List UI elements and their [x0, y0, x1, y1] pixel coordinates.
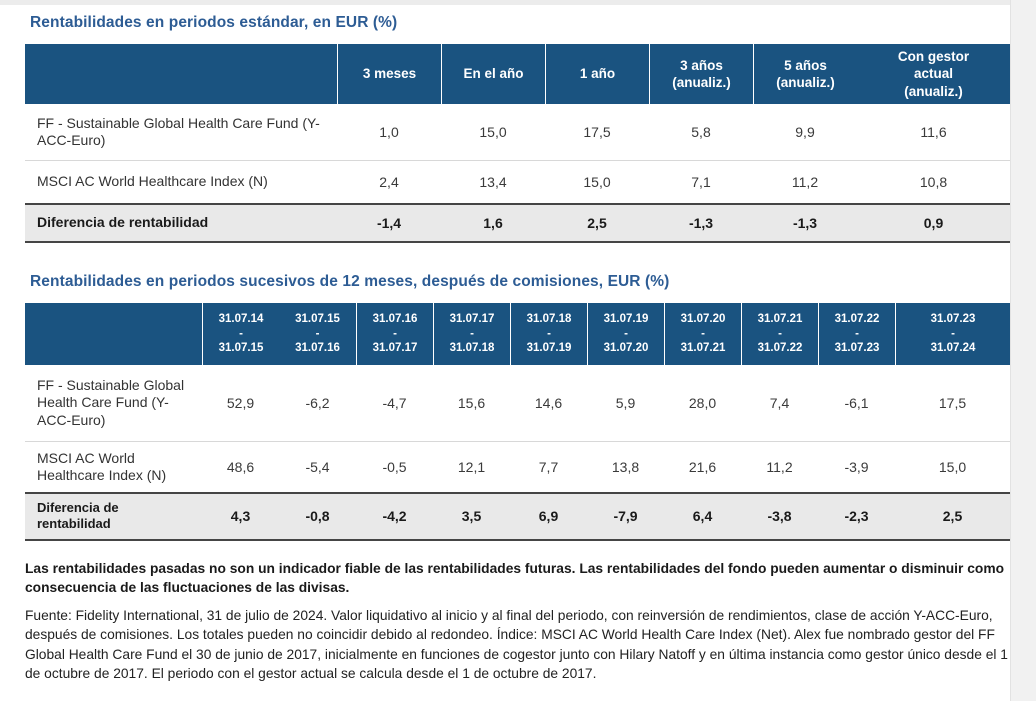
table-cell: 28,0: [688, 395, 717, 411]
table-cell: 12,1: [457, 459, 486, 475]
column-header-period-6: 31.07.19 - 31.07.20: [587, 303, 664, 365]
top-edge-strip: [0, 0, 1036, 5]
row-label-fund: FF - Sustainable Global Health Care Fund…: [37, 114, 320, 149]
table-cell: 1,0: [379, 124, 399, 140]
table-cell: 11,6: [920, 124, 947, 140]
table-cell: 5,9: [615, 395, 636, 411]
column-header-period-9: 31.07.22 - 31.07.23: [818, 303, 895, 365]
column-header-5-anos: 5 años (anualiz.): [753, 44, 857, 104]
past-performance-warning: Las rentabilidades pasadas no son un ind…: [25, 560, 1005, 595]
table-cell: 0,9: [923, 215, 944, 231]
column-header-period-4: 31.07.17 - 31.07.18: [433, 303, 510, 365]
column-header-con-gestor: Con gestor actual (anualiz.): [897, 49, 970, 99]
table-cell: -4,2: [382, 508, 407, 525]
table-cell: 4,3: [230, 508, 251, 525]
table-cell: -1,3: [792, 215, 818, 231]
standard-periods-section: Rentabilidades en periodos estándar, en …: [25, 14, 1010, 243]
table-cell: 7,7: [538, 459, 559, 475]
standard-periods-table: 3 meses En el año 1 año 3 años (anualiz.…: [25, 44, 1010, 243]
table1-header-row: 3 meses En el año 1 año 3 años (anualiz.…: [25, 44, 1010, 104]
table-cell: 15,6: [457, 395, 486, 411]
row-divider: [25, 160, 1010, 161]
table2-title: Rentabilidades en periodos sucesivos de …: [30, 273, 670, 290]
table-cell: -6,1: [844, 395, 869, 411]
column-header-period-8: 31.07.21 - 31.07.22: [741, 303, 818, 365]
table-cell: -7,9: [613, 508, 638, 525]
source-note: Fuente: Fidelity International, 31 de ju…: [25, 608, 1008, 682]
column-header-period-7: 31.07.20 - 31.07.21: [664, 303, 741, 365]
column-header-en-el-ano: En el año: [441, 44, 545, 104]
right-margin-strip: [1010, 0, 1036, 701]
table-cell: 7,1: [691, 174, 711, 190]
table-cell: -6,2: [305, 395, 330, 411]
table-cell: -2,3: [844, 508, 869, 525]
table-cell: 48,6: [226, 459, 255, 475]
table-cell: -3,9: [844, 459, 869, 475]
column-header-3-meses: 3 meses: [337, 44, 441, 104]
table-cell: 11,2: [766, 459, 793, 475]
table-row-difference: Diferencia de rentabilidad 4,3 -0,8 -4,2…: [25, 492, 1010, 541]
table-cell: 11,2: [791, 174, 819, 190]
table-row-fund: FF - Sustainable Global Health Care Fund…: [25, 104, 1010, 160]
table-cell: 3,5: [461, 508, 482, 525]
column-header-period-3: 31.07.16 - 31.07.17: [356, 303, 433, 365]
table-cell: 7,4: [769, 395, 790, 411]
table-cell: 2,5: [587, 215, 607, 231]
table-cell: -0,8: [305, 508, 330, 525]
table-cell: 9,9: [795, 124, 815, 140]
rolling-periods-section: Rentabilidades en periodos sucesivos de …: [25, 273, 1010, 541]
table-cell: 1,6: [483, 215, 503, 231]
table1-header-spacer: [25, 44, 337, 104]
table-cell: 10,8: [919, 174, 948, 190]
table-cell: -0,5: [382, 459, 407, 475]
row-label-index: MSCI AC World Healthcare Index (N): [37, 173, 268, 190]
table-cell: 17,5: [938, 395, 967, 411]
page-content: Rentabilidades en periodos estándar, en …: [25, 5, 1010, 683]
table-row-difference: Diferencia de rentabilidad -1,4 1,6 2,5 …: [25, 203, 1010, 243]
table-cell: 14,6: [534, 395, 563, 411]
column-header-period-5: 31.07.18 - 31.07.19: [510, 303, 587, 365]
row-label-index: MSCI AC World Healthcare Index (N): [37, 449, 167, 484]
footnotes: Las rentabilidades pasadas no son un ind…: [25, 559, 1013, 684]
table-cell: 2,4: [379, 174, 399, 190]
table-cell: 5,8: [691, 124, 711, 140]
row-label-difference: Diferencia de rentabilidad: [37, 214, 209, 231]
table-row-index: MSCI AC World Healthcare Index (N) 48,6 …: [25, 442, 1010, 492]
table2-header-row: 31.07.14 - 31.07.15 31.07.15 - 31.07.16 …: [25, 303, 1010, 365]
table-cell: -5,4: [305, 459, 330, 475]
table-row-index: MSCI AC World Healthcare Index (N) 2,4 1…: [25, 161, 1010, 203]
table-cell: -4,7: [382, 395, 407, 411]
column-header-period-2: 31.07.15 - 31.07.16: [295, 312, 340, 355]
table-cell: 21,6: [688, 459, 717, 475]
table-cell: 52,9: [226, 395, 255, 411]
rolling-periods-table: 31.07.14 - 31.07.15 31.07.15 - 31.07.16 …: [25, 303, 1010, 541]
table-cell: 15,0: [938, 459, 967, 475]
table2-header-spacer: [25, 303, 202, 365]
column-header-period-10: 31.07.23 - 31.07.24: [895, 303, 1010, 365]
table-cell: 15,0: [583, 174, 611, 190]
table-cell: 6,4: [692, 508, 713, 525]
table-row-fund: FF - Sustainable Global Health Care Fund…: [25, 365, 1010, 441]
table-cell: 6,9: [538, 508, 559, 525]
row-label-fund: FF - Sustainable Global Health Care Fund…: [37, 376, 185, 428]
table-cell: 17,5: [583, 124, 611, 140]
column-header-1-ano: 1 año: [545, 44, 649, 104]
table-cell: 13,8: [611, 459, 640, 475]
table-cell: 15,0: [479, 124, 507, 140]
column-header-period-1: 31.07.14 - 31.07.15: [202, 303, 279, 365]
table1-title: Rentabilidades en periodos estándar, en …: [30, 14, 398, 31]
row-divider: [25, 441, 1010, 442]
table-cell: -1,3: [688, 215, 714, 231]
table-cell: -3,8: [767, 508, 792, 525]
row-label-difference: Diferencia de rentabilidad: [37, 500, 119, 532]
table-cell: -1,4: [376, 215, 402, 231]
column-header-3-anos: 3 años (anualiz.): [649, 44, 753, 104]
table-cell: 13,4: [479, 174, 507, 190]
table-cell: 2,5: [942, 508, 963, 525]
